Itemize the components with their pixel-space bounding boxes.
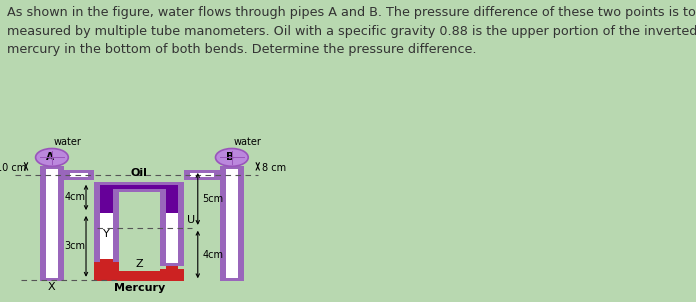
Text: Oil: Oil [131, 168, 148, 178]
Bar [100, 259, 113, 278]
Bar [166, 266, 178, 278]
Bar [94, 271, 184, 281]
Bar [100, 185, 113, 213]
Text: A: A [46, 152, 54, 162]
Text: B: B [226, 152, 235, 162]
Bar [94, 192, 119, 266]
Bar [40, 165, 64, 281]
Text: water: water [233, 137, 261, 147]
Text: Y: Y [103, 229, 110, 239]
Text: 4cm: 4cm [65, 192, 86, 202]
Text: water: water [54, 137, 81, 147]
Bar [100, 274, 178, 278]
Bar [220, 165, 244, 281]
Bar [94, 182, 184, 192]
Bar [46, 169, 58, 278]
Bar [190, 173, 214, 177]
Bar [94, 262, 119, 281]
Bar [100, 185, 178, 189]
Bar [166, 195, 178, 263]
Text: 5cm: 5cm [203, 194, 223, 204]
Text: 4cm: 4cm [203, 249, 223, 259]
Text: As shown in the figure, water flows through pipes A and B. The pressure differen: As shown in the figure, water flows thro… [7, 6, 696, 56]
Text: U: U [187, 215, 195, 225]
Bar [64, 170, 94, 180]
Bar [184, 170, 220, 180]
Bar [100, 195, 113, 263]
Bar [100, 185, 178, 189]
Text: 10 cm: 10 cm [0, 163, 26, 173]
Bar [159, 269, 184, 281]
Circle shape [35, 149, 68, 166]
Bar [94, 271, 184, 281]
Bar [226, 169, 238, 278]
Text: 8 cm: 8 cm [262, 163, 286, 173]
Bar [70, 173, 88, 177]
Text: Mercury: Mercury [113, 283, 165, 293]
Circle shape [216, 149, 248, 166]
Text: X: X [48, 282, 56, 292]
Text: 3cm: 3cm [65, 241, 86, 251]
Bar [159, 192, 184, 266]
Bar [166, 185, 178, 213]
Text: Z: Z [135, 259, 143, 268]
